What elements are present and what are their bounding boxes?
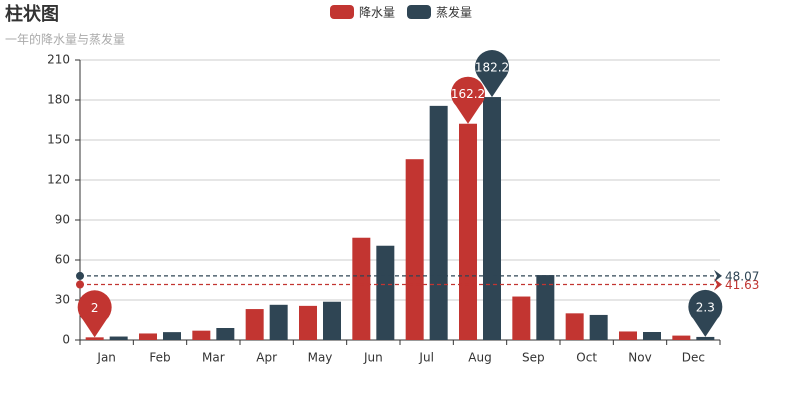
bar <box>192 330 211 340</box>
bar <box>376 245 395 340</box>
y-tick-label: 30 <box>55 293 70 307</box>
x-tick-label: Jun <box>363 351 383 365</box>
bar <box>589 314 608 340</box>
mark-point-label: 2 <box>91 301 99 315</box>
mark-point <box>450 76 485 124</box>
x-tick-label: Sep <box>522 351 545 365</box>
mean-line-label: 41.63 <box>725 278 759 292</box>
bar <box>163 332 181 340</box>
bar <box>299 305 317 340</box>
chart-subtitle: 一年的降水量与蒸发量 <box>5 32 125 47</box>
bar <box>352 237 371 340</box>
bar <box>696 336 715 340</box>
legend-swatch[interactable] <box>407 5 431 19</box>
bar <box>85 337 104 340</box>
mean-line-start <box>76 271 84 280</box>
mean-line-arrow <box>714 269 722 282</box>
x-tick-label: Aug <box>468 351 491 365</box>
x-tick-label: Feb <box>149 351 170 365</box>
mark-point <box>475 50 510 98</box>
legend-swatch[interactable] <box>330 5 354 19</box>
bar <box>536 275 555 340</box>
legend-label[interactable]: 蒸发量 <box>436 5 472 20</box>
y-tick-label: 90 <box>55 213 70 227</box>
bar <box>139 333 157 340</box>
mark-point <box>77 290 112 338</box>
bar <box>405 159 424 340</box>
mark-point-label: 182.2 <box>475 61 509 75</box>
x-tick-label: Mar <box>202 351 225 365</box>
x-tick-label: Nov <box>628 351 651 365</box>
bar <box>109 336 128 340</box>
y-tick-label: 180 <box>47 93 70 107</box>
mean-line-start <box>76 280 84 289</box>
x-tick-label: Dec <box>682 351 705 365</box>
x-tick-label: May <box>308 351 333 365</box>
y-tick-label: 60 <box>55 253 70 267</box>
chart-title: 柱状图 <box>5 3 59 25</box>
x-tick-label: Jan <box>96 351 116 365</box>
y-tick-label: 120 <box>47 173 70 187</box>
bar <box>512 296 531 340</box>
bar <box>216 328 235 340</box>
mark-point <box>688 289 723 337</box>
bar <box>459 123 477 340</box>
legend-label[interactable]: 降水量 <box>359 6 395 20</box>
x-tick-label: Oct <box>576 351 597 365</box>
y-tick-label: 0 <box>62 333 70 347</box>
bar <box>643 332 661 340</box>
bar <box>483 97 501 340</box>
mean-line-label: 48.07 <box>725 269 759 283</box>
bar <box>429 105 448 340</box>
mark-point-label: 2.3 <box>696 300 715 314</box>
x-tick-label: Apr <box>256 351 277 365</box>
bar <box>245 309 264 340</box>
bar <box>565 313 584 340</box>
bar <box>619 331 637 340</box>
y-tick-label: 210 <box>47 53 70 67</box>
y-tick-label: 150 <box>47 133 70 147</box>
bar <box>323 301 341 340</box>
x-tick-label: Jul <box>418 351 433 365</box>
mark-point-label: 162.2 <box>451 87 485 101</box>
mean-line-arrow <box>714 278 722 291</box>
bar <box>672 335 691 340</box>
bar <box>269 304 288 340</box>
